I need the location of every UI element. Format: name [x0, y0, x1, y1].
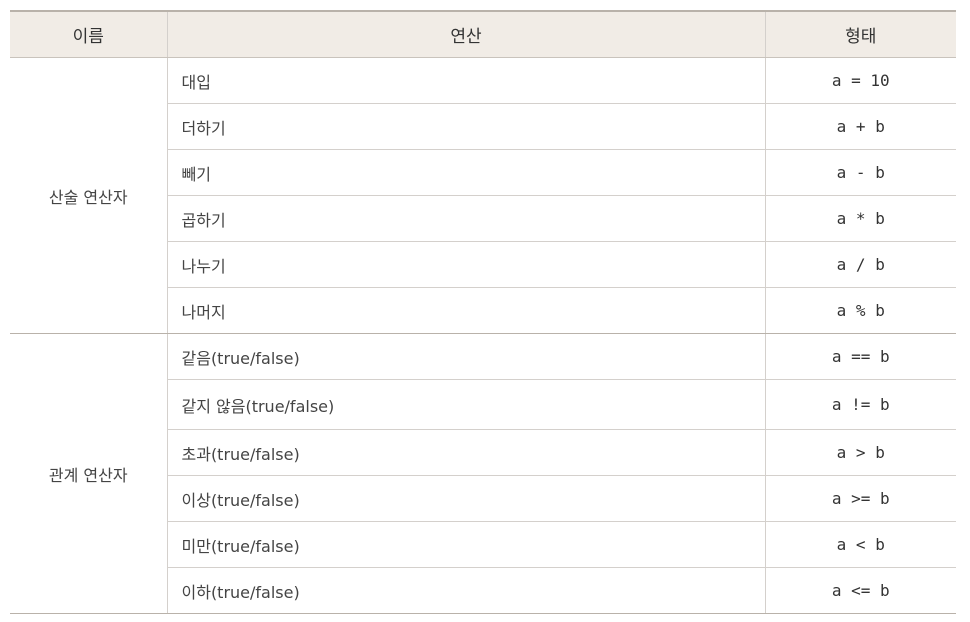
- table-row: 이상(true/false) a >= b: [10, 475, 956, 522]
- table-row: 같지 않음(true/false) a != b: [10, 379, 956, 430]
- table-row: 초과(true/false) a > b: [10, 429, 956, 476]
- table-row: 관계 연산자 같음(true/false) a == b: [10, 333, 956, 614]
- form-cell: a + b: [765, 103, 956, 150]
- table-row: 미만(true/false) a < b: [10, 521, 956, 568]
- form-cell: a * b: [765, 195, 956, 242]
- table-row: 나누기 a / b: [10, 241, 956, 288]
- operation-cell: 더하기: [167, 103, 766, 150]
- table-row: 빼기 a - b: [10, 149, 956, 196]
- operation-cell: 이하(true/false): [167, 567, 766, 614]
- header-form: 형태: [765, 10, 956, 58]
- operation-cell: 빼기: [167, 149, 766, 196]
- form-cell: a >= b: [765, 475, 956, 522]
- group-arithmetic: 산술 연산자: [10, 57, 168, 334]
- operation-cell: 같음(true/false): [167, 333, 766, 380]
- operator-table: 이름 연산 형태 산술 연산자 대입 a = 10 더하기 a + b 빼기 a…: [10, 10, 956, 614]
- operation-cell: 같지 않음(true/false): [167, 379, 766, 430]
- form-cell: a != b: [765, 379, 956, 430]
- operation-cell: 곱하기: [167, 195, 766, 242]
- header-name: 이름: [10, 10, 167, 58]
- form-cell: a <= b: [765, 567, 956, 614]
- table-row: 산술 연산자 대입 a = 10: [10, 57, 956, 334]
- table-header-row: 이름 연산 형태: [10, 10, 956, 58]
- operation-cell: 이상(true/false): [167, 475, 766, 522]
- form-cell: a == b: [765, 333, 956, 380]
- header-operation: 연산: [166, 10, 766, 58]
- group-relational: 관계 연산자: [10, 333, 168, 614]
- table-row: 나머지 a % b: [10, 287, 956, 334]
- operation-cell: 미만(true/false): [167, 521, 766, 568]
- operator-table-container: 이름 연산 형태 산술 연산자 대입 a = 10 더하기 a + b 빼기 a…: [10, 10, 956, 614]
- form-cell: a = 10: [765, 57, 956, 104]
- table-row: 이하(true/false) a <= b: [10, 567, 956, 614]
- table-row: 더하기 a + b: [10, 103, 956, 150]
- operation-cell: 초과(true/false): [167, 429, 766, 476]
- operation-cell: 대입: [167, 57, 766, 104]
- form-cell: a < b: [765, 521, 956, 568]
- table-row: 곱하기 a * b: [10, 195, 956, 242]
- form-cell: a - b: [765, 149, 956, 196]
- form-cell: a % b: [765, 287, 956, 334]
- operation-cell: 나누기: [167, 241, 766, 288]
- form-cell: a > b: [765, 429, 956, 476]
- operation-cell: 나머지: [167, 287, 766, 334]
- form-cell: a / b: [765, 241, 956, 288]
